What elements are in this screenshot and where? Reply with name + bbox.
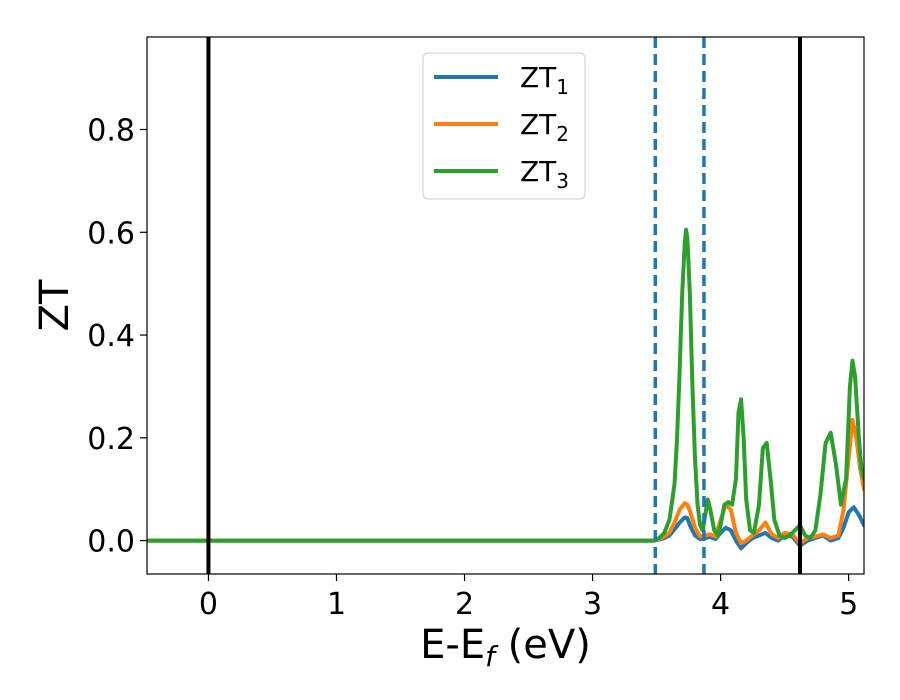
x-tick-label: 2 <box>455 587 474 622</box>
y-tick-label: 0.2 <box>87 422 135 457</box>
vertical-lines-layer <box>206 37 802 574</box>
legend: ZT1 ZT2 ZT3 <box>422 52 586 200</box>
plot-area-frame <box>146 36 865 575</box>
y-axis-label: ZT <box>32 279 78 331</box>
y-tick-label: 0.4 <box>87 319 135 354</box>
legend-label-zt2: ZT2 <box>520 108 569 146</box>
y-tick-label: 0.8 <box>87 113 135 148</box>
legend-box <box>422 52 586 200</box>
x-tick-label: 0 <box>199 587 218 622</box>
y-axis-ticks: 0.0 0.2 0.4 0.6 0.8 <box>87 113 147 560</box>
legend-label-zt3: ZT3 <box>520 155 569 193</box>
y-tick-label: 0.0 <box>87 525 135 560</box>
x-axis-label-main: E-E <box>420 622 485 668</box>
series-line-zt2 <box>147 417 864 546</box>
x-tick-label: 4 <box>711 587 730 622</box>
x-tick-label: 5 <box>839 587 858 622</box>
series-line-zt3 <box>147 227 864 543</box>
legend-label-zt1: ZT1 <box>520 61 569 99</box>
x-axis-label: E-Ef (eV) <box>420 622 591 673</box>
x-tick-label: 1 <box>327 587 346 622</box>
x-axis-label-unit: (eV) <box>495 622 591 668</box>
y-tick-label: 0.6 <box>87 216 135 251</box>
x-tick-label: 3 <box>583 587 602 622</box>
x-axis-ticks: 0 1 2 3 4 5 <box>199 574 858 622</box>
series-layer <box>147 227 864 551</box>
